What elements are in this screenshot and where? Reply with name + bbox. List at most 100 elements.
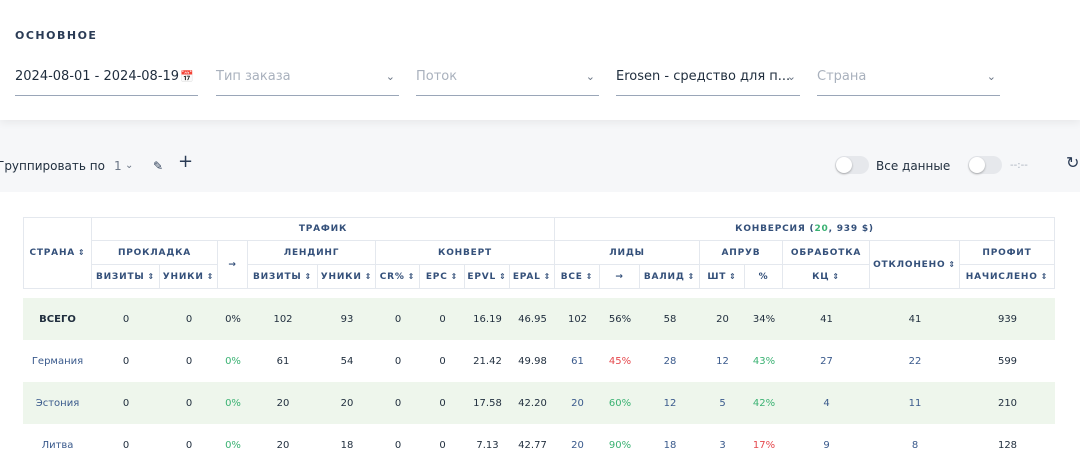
header-text: ЛЕНДИНГ [283,247,340,258]
header-text: КЦ [812,271,830,282]
header-subgroup: ПРОКЛАДКА [92,241,218,265]
data-cell[interactable]: 28 [663,355,677,367]
data-cell: 102 [567,313,588,325]
sort-icon: ⇕ [832,272,840,281]
data-cell: 0% [225,439,241,451]
add-icon[interactable]: + [178,151,194,172]
data-cell[interactable]: 4 [823,397,830,409]
header-text: УНИКИ [162,271,204,282]
sort-icon: ⇕ [948,260,956,269]
data-cell: 17% [752,439,776,451]
data-cell: 20 [716,313,729,325]
header-column: УНИКИ ⇕ [318,265,376,289]
data-cell: 0% [225,397,241,409]
data-cell[interactable]: 8 [911,439,919,451]
table-row: Германия 0 0 0% 61 54 0 0 21.42 49.98 61 45% 28 12 43%… [23,340,1055,382]
header-text: ВИЗИТЫ [252,271,302,282]
header-text: СТРАНА [29,247,76,258]
filter-placeholder: Страна [817,69,867,84]
sort-icon: ⇕ [206,272,215,281]
data-cell: 16.19 [473,313,502,325]
header-text: ВИЗИТЫ [95,271,145,282]
sort-icon: ⇕ [304,272,313,281]
refresh-icon[interactable]: ↻ [1066,153,1080,172]
country-cell[interactable]: Германия [31,355,84,367]
edit-icon[interactable]: ✎ [153,159,164,173]
data-cell: 21.42 [473,355,502,367]
filter-field[interactable]: Поток ⌄ [416,66,599,96]
filter-field[interactable]: Тип заказа ⌄ [216,66,399,96]
data-cell: 7.13 [476,439,499,451]
header-subgroup: ЛЕНДИНГ [248,241,376,265]
header-text: ОТКЛОНЕНО [873,259,946,270]
header-text: ШТ [707,271,727,282]
header-text: ПРОФИТ [982,247,1032,258]
group-chevron[interactable]: ⌄ [125,160,134,171]
data-cell[interactable]: 22 [908,355,922,367]
country-cell[interactable]: Литва [41,439,74,451]
data-cell[interactable]: 20 [571,439,584,451]
sort-icon: ⇕ [450,272,459,281]
data-cell[interactable]: 61 [571,355,584,367]
filter-field[interactable]: Страна ⌄ [817,66,1000,96]
header-column: EPVL ⇕ [465,265,510,289]
header-text: ВСЕ [560,271,583,282]
header-rejected: ОТКЛОНЕНО ⇕ [870,241,960,289]
data-cell: 45% [608,355,632,367]
header-text: , 939 $) [828,223,874,234]
data-cell[interactable]: 27 [820,355,833,367]
data-cell[interactable]: 12 [663,397,677,409]
sort-icon: ⇕ [364,272,373,281]
header-column: ШТ ⇕ [700,265,745,289]
data-cell: 0 [122,439,130,451]
country-cell[interactable]: Эстония [35,397,80,409]
data-cell: 60% [608,397,632,409]
header-column: → [600,265,640,289]
sort-icon: ⇕ [407,272,416,281]
data-cell[interactable]: 11 [908,397,922,409]
chevron-icon: ⌄ [585,70,595,83]
data-cell[interactable]: 20 [571,397,584,409]
header-text: ЛИДЫ [609,247,645,258]
header-column: НАЧИСЛЕНО ⇕ [960,265,1055,289]
header-text: КОНВЕРСИЯ ( [735,223,815,234]
header-text: 20 [814,223,829,234]
data-cell: 46.95 [518,313,547,325]
filter-placeholder: Поток [416,69,458,84]
filter-field[interactable]: Erosen - средство для п... ⌄ [616,66,800,96]
data-cell: 0 [185,313,193,325]
filter-value: 2024-08-01 - 2024-08-19 [15,69,180,84]
table-panel: СТРАНА ⇕ ТРАФИК КОНВЕРСИЯ (20, 939 $) → ОТКЛО… [0,192,1080,466]
header-text: УНИКИ [320,271,362,282]
group-select[interactable]: 1 [114,159,122,173]
data-cell: 17.58 [473,397,502,409]
header-text: ТРАФИК [298,223,348,234]
filter-value: Erosen - средство для п... [616,69,791,84]
time-label: --:-- [1010,160,1028,171]
data-cell: 102 [273,313,293,325]
header-column: КЦ ⇕ [783,265,870,289]
time-toggle[interactable] [968,156,1002,174]
data-cell[interactable]: 18 [663,439,677,451]
header-text: ВАЛИД [643,271,685,282]
data-cell: 0 [394,313,402,325]
data-cell: 61 [276,355,290,367]
all-data-toggle[interactable] [835,156,869,174]
country-cell: ВСЕГО [39,313,76,325]
data-cell: 42% [752,397,776,409]
table-top-border [23,217,1055,218]
data-cell[interactable]: 3 [719,439,726,451]
header-subgroup: ПРОФИТ [960,241,1055,265]
filter-field[interactable]: 2024-08-01 - 2024-08-19 📅 [15,66,198,96]
data-cell[interactable]: 5 [719,397,726,409]
chevron-icon: ⌄ [986,70,996,83]
header-group: ТРАФИК [92,217,555,241]
data-cell: 0 [185,355,193,367]
data-cell: 56% [608,313,632,325]
data-cell: 20 [276,439,290,451]
header-column: ВАЛИД ⇕ [640,265,700,289]
group-label: Группировать по [0,159,105,173]
data-cell[interactable]: 9 [823,439,830,451]
header-country: СТРАНА ⇕ [23,217,92,289]
data-cell[interactable]: 12 [716,355,729,367]
